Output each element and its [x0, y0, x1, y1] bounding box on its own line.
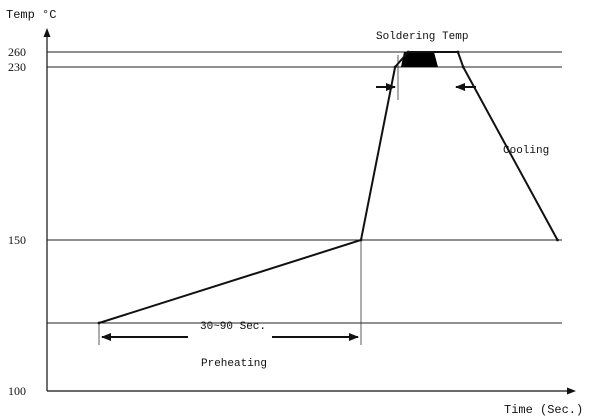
data-point-3 [406, 50, 410, 54]
preheat-duration-label: 30~90 Sec. [200, 321, 266, 333]
data-point-1 [359, 238, 363, 242]
y-axis-arrow-icon [43, 28, 51, 37]
data-point-4 [456, 50, 460, 54]
data-point-2 [393, 65, 397, 69]
soldering-peak-band [401, 52, 438, 67]
data-point-6 [556, 238, 559, 242]
x-axis-arrow-icon [567, 387, 576, 395]
soldering-temp-label: Soldering Temp [376, 31, 468, 43]
cooling-label: Cooling [503, 145, 549, 157]
y-tick-label-260: 260 [8, 45, 26, 59]
data-points [97, 50, 559, 325]
profile-line [98, 51, 559, 324]
data-point-0 [97, 321, 101, 325]
y-axis-title: Temp °C [6, 8, 56, 22]
data-point-5 [461, 65, 465, 69]
x-axis-title: Time (Sec.) [504, 403, 583, 416]
y-tick-label-230: 230 [8, 60, 26, 74]
y-tick-label-150: 150 [8, 233, 26, 247]
reference-lines [47, 51, 562, 324]
y-tick-label-100: 100 [8, 384, 26, 398]
preheating-label: Preheating [201, 358, 267, 370]
